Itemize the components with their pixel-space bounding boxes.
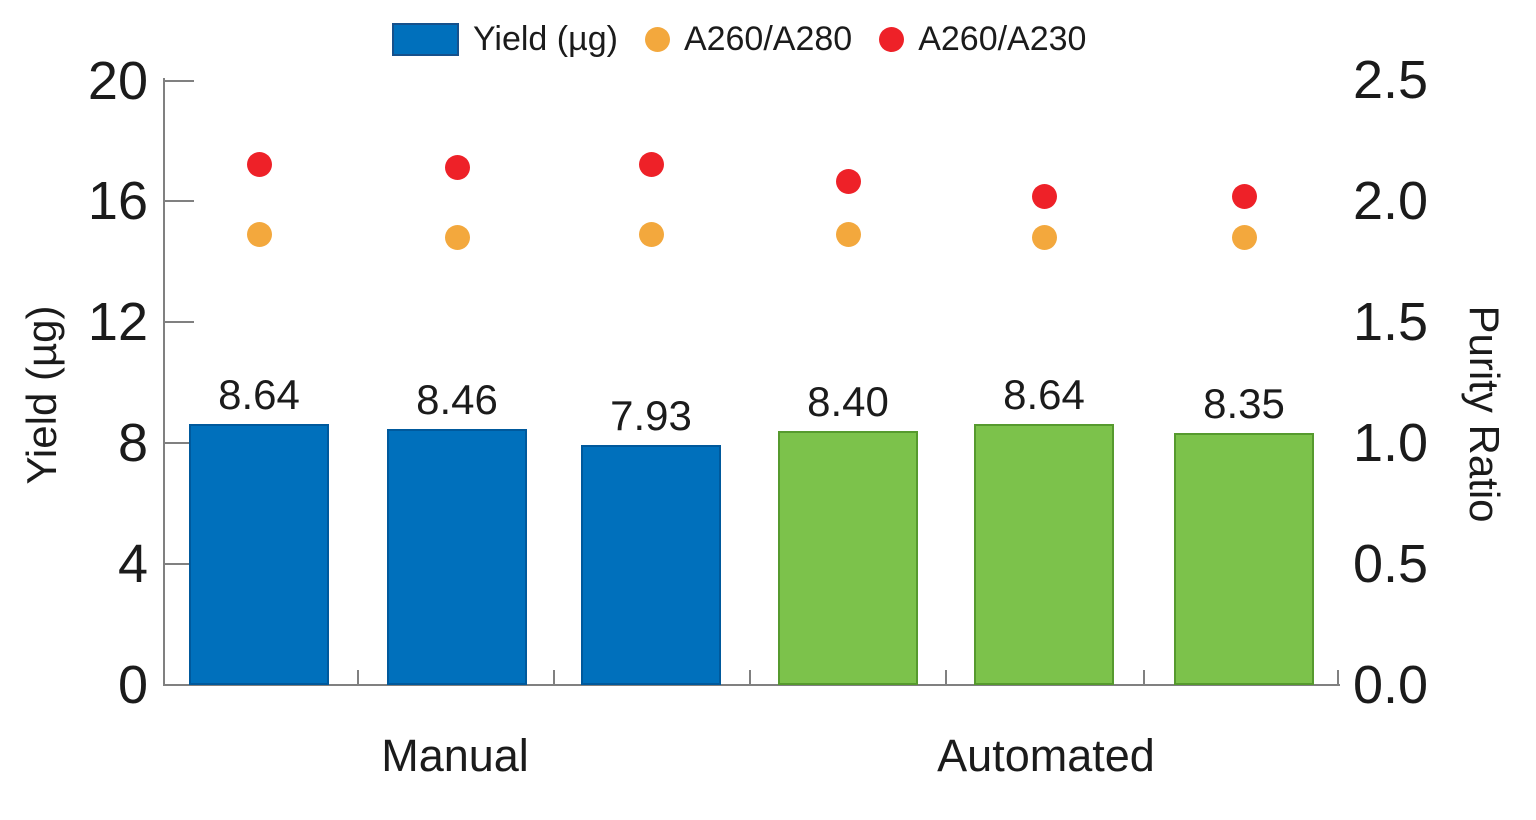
bar: [778, 431, 918, 685]
bar: [1174, 432, 1314, 685]
legend: Yield (µg) A260/A280 A260/A230: [392, 20, 1086, 58]
left-axis-tick: [164, 321, 194, 324]
bar-value-label: 8.64: [1003, 370, 1085, 418]
scatter-dot-a260-a280: [444, 224, 470, 250]
y-axis-line: [163, 78, 165, 686]
scatter-dot-a260-a280: [1231, 224, 1257, 250]
left-axis-tick: [164, 200, 194, 203]
left-axis-tick-label: 20: [87, 50, 148, 111]
legend-label: Yield (µg): [473, 20, 618, 58]
x-axis-tick: [1143, 670, 1145, 685]
scatter-dot-a260-a230: [246, 152, 272, 178]
left-axis-tick: [164, 79, 194, 82]
x-axis-tick: [553, 670, 555, 685]
left-axis-tick-label: 8: [117, 413, 148, 474]
right-axis-title: Purity Ratio: [1461, 305, 1508, 523]
legend-item-a260-a280: A260/A280: [644, 20, 853, 58]
scatter-dot-a260-a230: [1031, 183, 1057, 209]
scatter-dot-a260-a280: [835, 222, 861, 248]
x-axis-tick: [1337, 670, 1339, 685]
x-axis-tick: [357, 670, 359, 685]
left-axis-tick: [164, 684, 194, 686]
right-axis-tick-label: 2.5: [1353, 50, 1429, 110]
category-label: Automated: [937, 730, 1155, 781]
bar-value-label: 8.40: [807, 378, 889, 426]
scatter-dot-a260-a280: [638, 222, 664, 248]
bar-value-label: 8.64: [218, 370, 300, 418]
circle-marker-icon: [879, 26, 905, 52]
category-label: Manual: [381, 730, 529, 781]
left-axis-tick-label: 4: [117, 534, 148, 595]
legend-item-yield: Yield (µg): [392, 20, 618, 58]
right-axis-tick-label: 0.5: [1353, 534, 1429, 594]
left-axis-tick: [164, 442, 194, 445]
x-axis-tick: [748, 670, 751, 685]
bar-value-label: 7.93: [610, 392, 692, 440]
right-axis-tick-label: 2.0: [1353, 171, 1429, 231]
legend-item-a260-a230: A260/A230: [879, 20, 1086, 58]
bar-value-label: 8.46: [416, 376, 498, 424]
right-axis-tick-label: 0.0: [1353, 655, 1429, 715]
legend-label: A260/A230: [918, 20, 1087, 58]
left-axis-tick: [164, 563, 194, 566]
x-axis-line: [163, 684, 1340, 686]
left-axis-tick-label: 0: [117, 655, 148, 715]
bar-swatch-icon: [392, 22, 459, 56]
bar-value-label: 8.35: [1203, 379, 1285, 427]
bar: [974, 423, 1114, 685]
bar: [581, 445, 721, 685]
scatter-dot-a260-a230: [835, 169, 861, 195]
scatter-dot-a260-a230: [1231, 183, 1257, 209]
right-axis-tick-label: 1.5: [1353, 292, 1429, 352]
scatter-dot-a260-a230: [444, 154, 470, 180]
bar: [189, 423, 329, 685]
left-axis-tick-label: 12: [87, 292, 148, 353]
legend-label: A260/A280: [683, 20, 853, 58]
x-axis-tick: [945, 670, 947, 685]
right-axis-tick-label: 1.0: [1353, 413, 1429, 473]
scatter-dot-a260-a280: [1031, 224, 1057, 250]
bar: [387, 429, 527, 685]
left-axis-tick-label: 16: [87, 171, 148, 232]
scatter-dot-a260-a280: [246, 222, 272, 248]
scatter-dot-a260-a230: [638, 152, 664, 178]
circle-marker-icon: [644, 26, 670, 52]
